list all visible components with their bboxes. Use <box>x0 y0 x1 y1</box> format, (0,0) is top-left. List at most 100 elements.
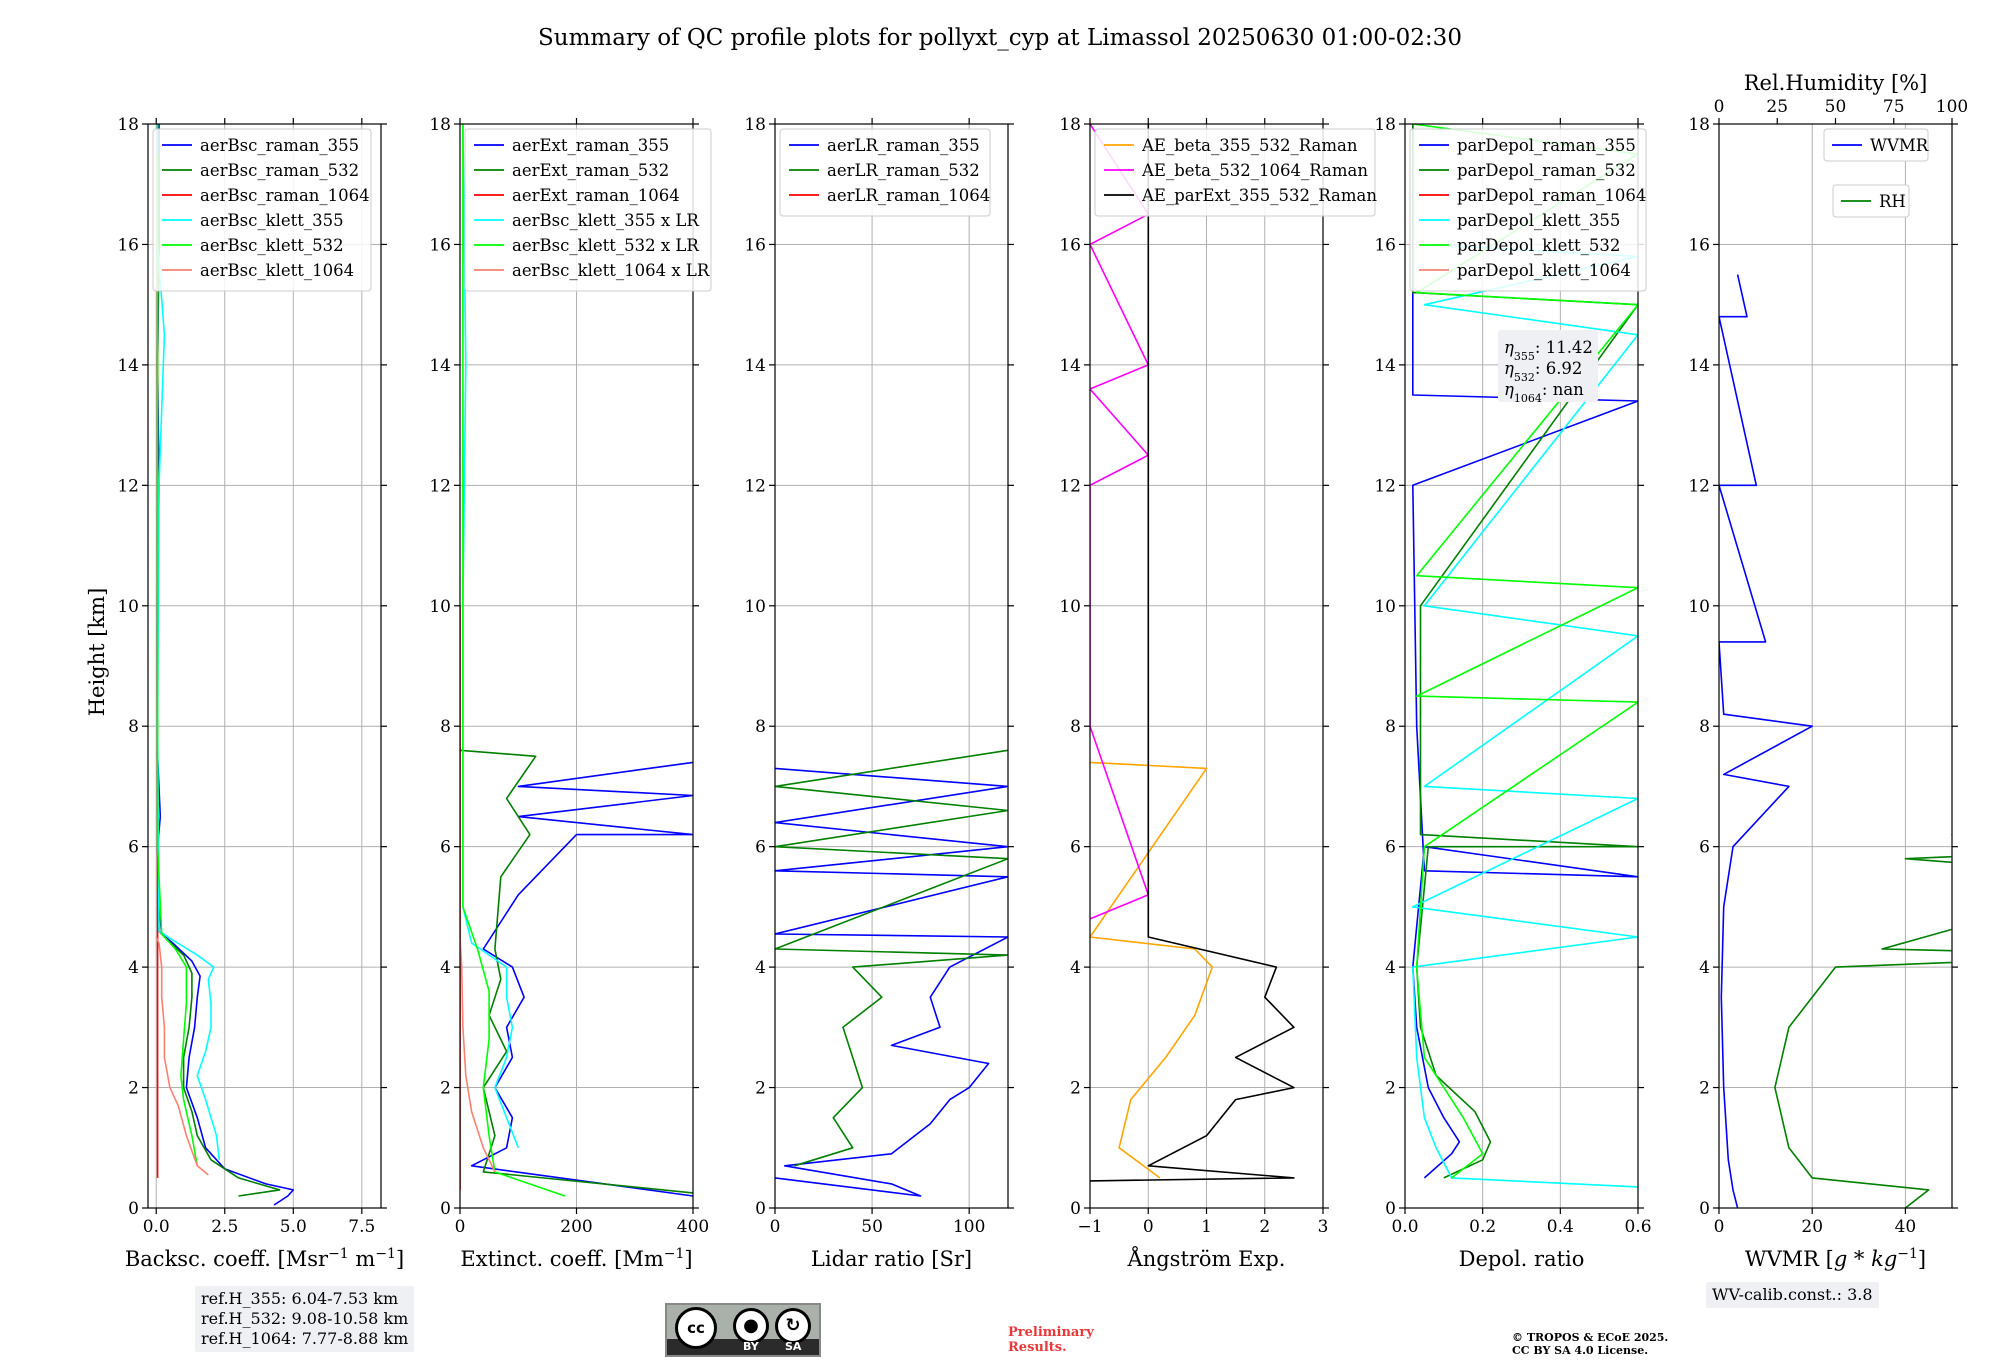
legend-label-parDepol_klett_1064: parDepol_klett_1064 <box>1457 261 1631 280</box>
y-tick-label: 14 <box>1374 356 1396 376</box>
y-tick-label: 0 <box>1070 1199 1081 1219</box>
preliminary-results-note: Preliminary Results. <box>1008 1325 1094 1355</box>
y-tick-label: 12 <box>117 476 139 496</box>
x-axis-label-part: g * kg <box>1834 1247 1897 1271</box>
preliminary-line-2: Results. <box>1008 1340 1067 1355</box>
y-tick-label: 4 <box>1699 958 1710 978</box>
y-tick-label: 2 <box>755 1079 766 1099</box>
x-axis-label-part: m <box>349 1247 376 1271</box>
x-tick-label: 0.6 <box>1624 1217 1651 1237</box>
series-aerLR_raman_532 <box>775 749 1008 1167</box>
legend-label-aerExt_raman_1064: aerExt_raman_1064 <box>512 186 680 205</box>
eta-subscript: 1064 <box>1514 392 1542 405</box>
legend-label-aerBsc_klett_1064 x LR: aerBsc_klett_1064 x LR <box>512 261 710 280</box>
legend-label-parDepol_raman_1064: parDepol_raman_1064 <box>1457 186 1646 205</box>
x-axis-label-part: WVMR [ <box>1745 1247 1834 1271</box>
reference-height-box: ref.H_355: 6.04-7.53 km ref.H_532: 9.08-… <box>195 1286 415 1352</box>
axes-frame <box>147 123 382 1209</box>
y-tick-label: 4 <box>1385 958 1396 978</box>
legend: parDepol_raman_355 parDepol_raman_532 parD… <box>1409 128 1647 292</box>
y-tick-label: 10 <box>744 597 766 617</box>
x-axis-label-part: Extinct. coeff. [Mm <box>460 1247 663 1271</box>
legend-label-parDepol_klett_532: parDepol_klett_532 <box>1457 236 1620 255</box>
legend-label-parDepol_raman_532: parDepol_raman_532 <box>1457 161 1636 180</box>
y-tick-label: 2 <box>1699 1079 1710 1099</box>
legend-label-parDepol_raman_355: parDepol_raman_355 <box>1457 136 1636 155</box>
legend-label-aerBsc_klett_532 x LR: aerBsc_klett_532 x LR <box>512 236 699 255</box>
legend-label-aerBsc_raman_355: aerBsc_raman_355 <box>200 136 359 155</box>
x-axis-label-part: −1 <box>328 1246 349 1262</box>
series-RH <box>1774 833 1952 1208</box>
series-group <box>1412 124 1638 1188</box>
series-group <box>775 749 1008 1197</box>
copyright-line-1: © TROPOS & ECoE 2025. <box>1512 1331 1669 1344</box>
legend: AE_beta_355_532_Raman AE_beta_532_1064_Ra… <box>1094 128 1377 217</box>
legend-box <box>1823 128 1929 162</box>
series-parDepol_klett_355 <box>1412 243 1638 1188</box>
legend-label-WVMR: WVMR <box>1870 136 1929 155</box>
x-tick-label: 0 <box>770 1217 781 1237</box>
legend-box <box>779 128 991 217</box>
y-tick-label: 16 <box>1059 235 1081 255</box>
x-axis-label-part: Ångström Exp. <box>1127 1246 1286 1271</box>
ref-height-532: ref.H_532: 9.08-10.58 km <box>201 1309 409 1328</box>
y-tick-label: 8 <box>440 717 451 737</box>
series-group <box>460 124 693 1197</box>
x-tick-label: 0 <box>1714 1217 1725 1237</box>
y-tick-label: 16 <box>1374 235 1396 255</box>
y-tick-label: 14 <box>429 356 451 376</box>
y-tick-label: 18 <box>1059 115 1081 135</box>
y-tick-label: 14 <box>117 356 139 376</box>
y-tick-label: 18 <box>1374 115 1396 135</box>
x-tick-label: 0 <box>455 1217 466 1237</box>
preliminary-line-1: Preliminary <box>1008 1325 1094 1340</box>
y-tick-label: 16 <box>744 235 766 255</box>
y-tick-label: 10 <box>1374 597 1396 617</box>
series-aerExt_raman_355 <box>470 761 693 1197</box>
legend-box <box>152 128 372 292</box>
series-WVMR <box>1719 274 1813 1208</box>
x-axis-label-part: ] <box>684 1247 692 1271</box>
eta-355: η355: 11.42 <box>1504 338 1593 363</box>
top-x-axis-label: Rel.Humidity [%] <box>1744 71 1928 95</box>
x-tick-label: 2.5 <box>211 1217 238 1237</box>
eta-symbol: η <box>1504 338 1514 357</box>
y-tick-label: 6 <box>440 838 451 858</box>
top-x-tick-label: 75 <box>1883 97 1905 117</box>
y-tick-label: 8 <box>1699 717 1710 737</box>
copyright-note: © TROPOS & ECoE 2025. CC BY SA 4.0 Licen… <box>1512 1331 1668 1357</box>
y-tick-label: 16 <box>117 235 139 255</box>
y-tick-label: 6 <box>1070 838 1081 858</box>
copyright-line-2: CC BY SA 4.0 License. <box>1512 1344 1649 1357</box>
y-tick-label: 14 <box>1059 356 1081 376</box>
y-tick-label: 4 <box>128 958 139 978</box>
y-tick-label: 12 <box>1374 476 1396 496</box>
wv-calibration-box: WV-calib.const.: 3.8 <box>1706 1282 1879 1308</box>
legend-label-aerBsc_klett_355: aerBsc_klett_355 <box>200 211 344 230</box>
sa-label: SA <box>785 1340 802 1353</box>
x-axis-label-part: Depol. ratio <box>1459 1247 1585 1271</box>
x-tick-label: 0.0 <box>143 1217 170 1237</box>
x-axis-label-part: −1 <box>375 1246 396 1262</box>
x-axis-label-part: −1 <box>664 1246 685 1262</box>
y-tick-label: 8 <box>128 717 139 737</box>
x-tick-label: 20 <box>1801 1217 1823 1237</box>
legend-label-parDepol_klett_355: parDepol_klett_355 <box>1457 211 1620 230</box>
series-AE_beta_532_1064_Raman <box>1090 124 1150 920</box>
ref-height-355: ref.H_355: 6.04-7.53 km <box>201 1289 399 1308</box>
y-tick-label: 18 <box>429 115 451 135</box>
x-axis-label-part: Lidar ratio [Sr] <box>811 1247 972 1271</box>
y-axis-label: Height [km] <box>85 588 109 717</box>
y-tick-label: 6 <box>1385 838 1396 858</box>
y-tick-label: 6 <box>755 838 766 858</box>
y-tick-label: 18 <box>744 115 766 135</box>
series-aerBsc_klett_1064 <box>155 936 209 1176</box>
series-parDepol_klett_532 <box>1412 124 1638 1179</box>
x-tick-label: 200 <box>560 1217 592 1237</box>
cc-license-badge[interactable]: cc ● ↻ BY SA <box>665 1303 821 1357</box>
eta-value: : nan <box>1542 380 1584 399</box>
eta-symbol: η <box>1504 380 1514 399</box>
x-tick-label: 1 <box>1201 1217 1212 1237</box>
